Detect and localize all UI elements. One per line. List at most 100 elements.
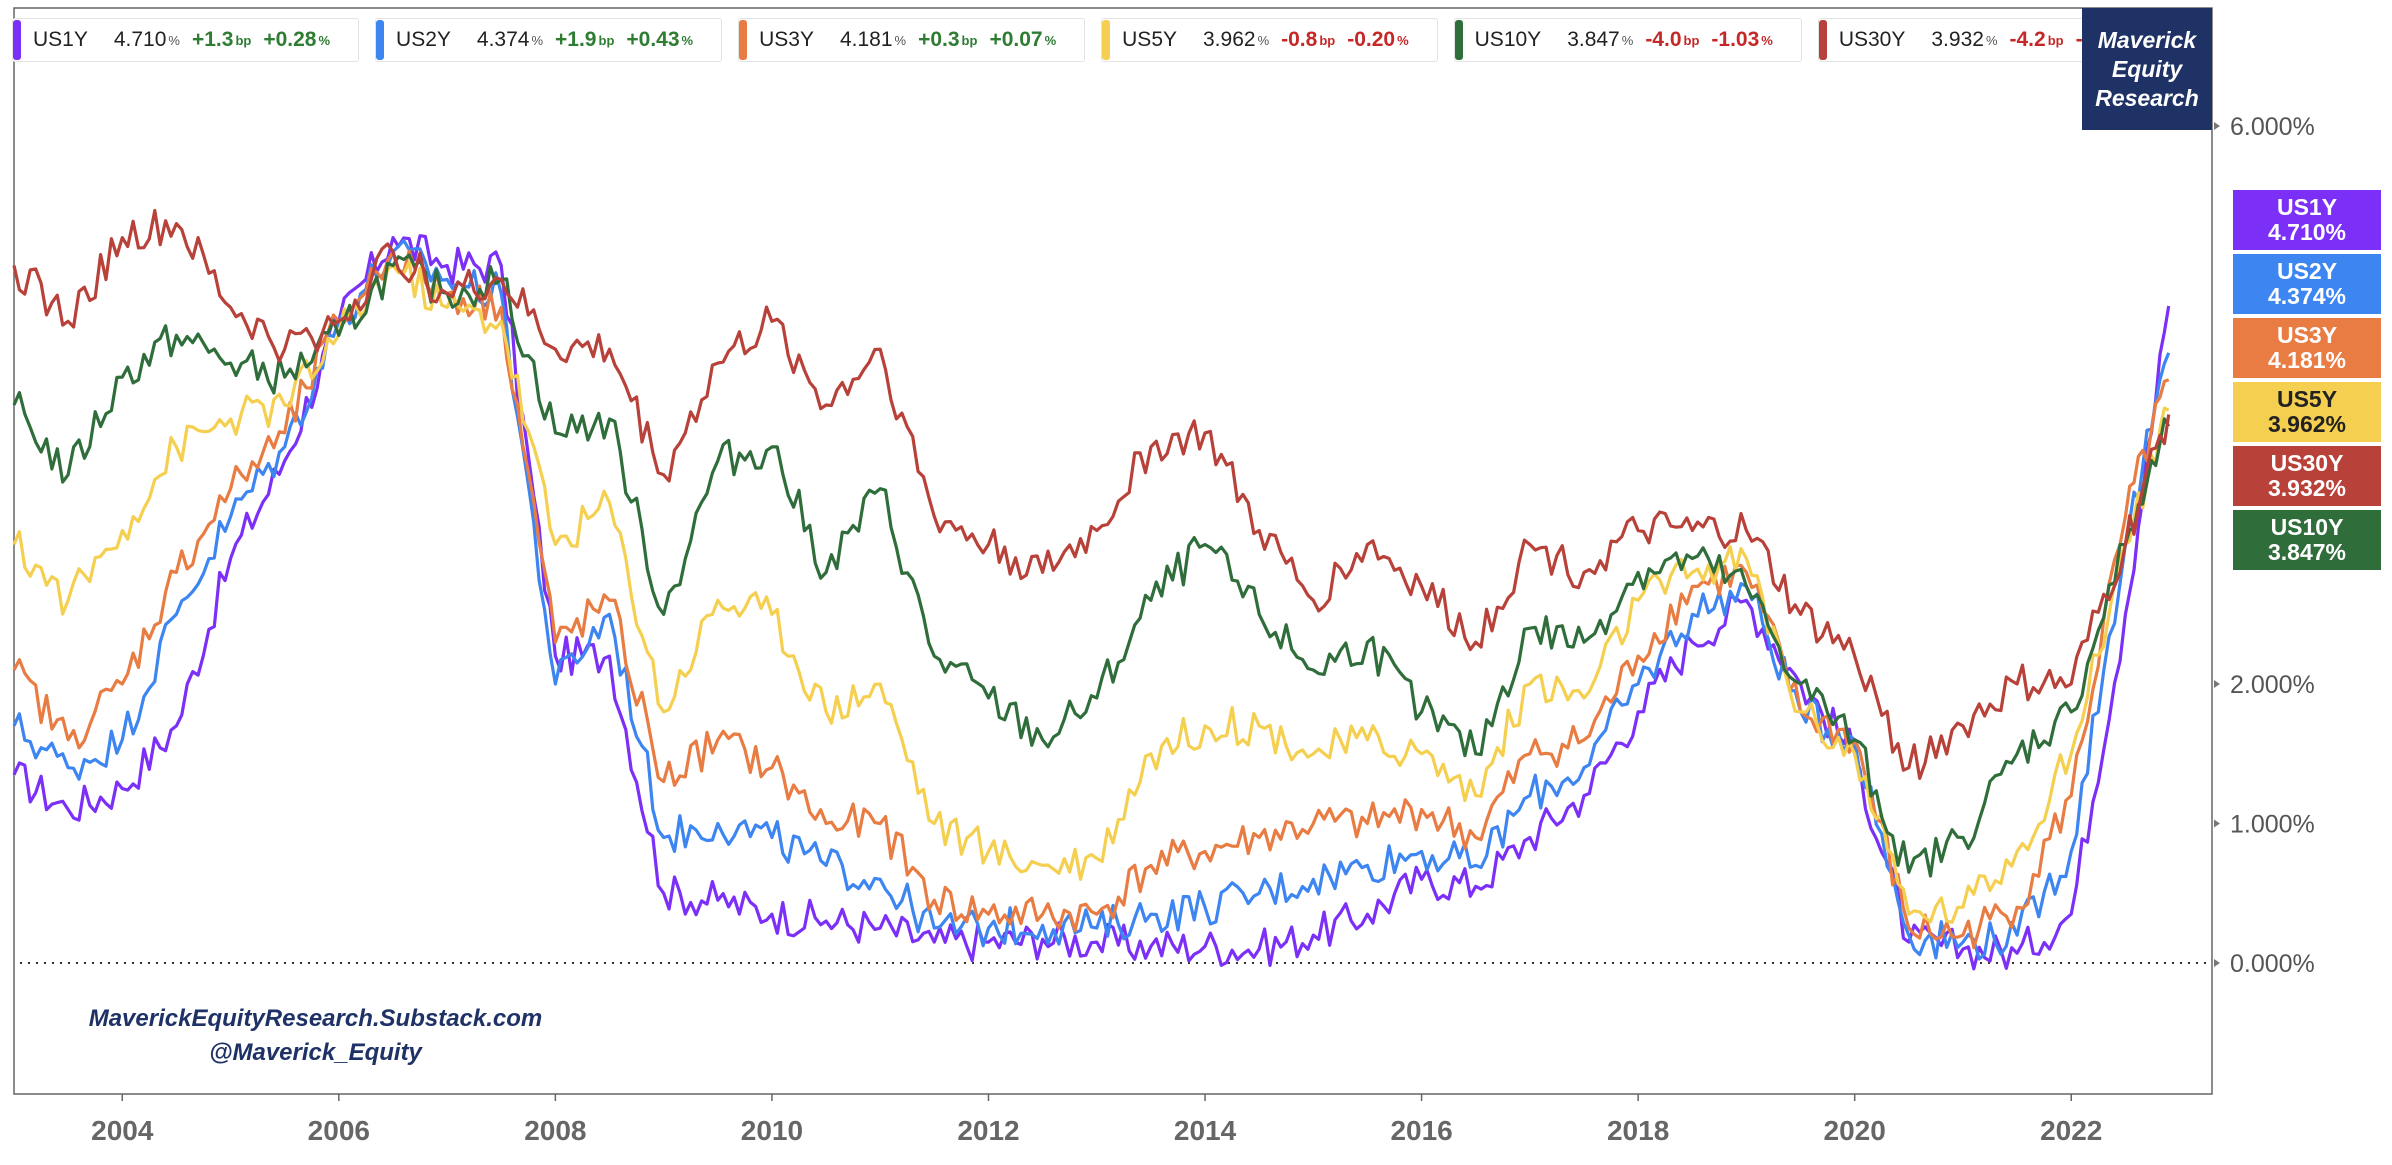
legend-pct-unit: % [1397, 32, 1409, 48]
legend-value: 4.710 [113, 28, 167, 51]
end-label-value: 4.374% [2267, 283, 2346, 309]
end-label-name: US5Y [2276, 386, 2338, 412]
legend: US1Y 4.710% +1.3 bp +0.28% US2Y 4.374% +1.9 bp +0… [12, 18, 2167, 62]
watermark-site: MaverickEquityResearch.Substack.com [88, 1005, 543, 1032]
x-tick-label: 2004 [91, 1115, 154, 1146]
legend-name: US3Y [759, 28, 814, 51]
x-tick-label: 2016 [1390, 1115, 1452, 1146]
y-axis-ticks: 0.000% 1.000% 2.000% 6.000% [2214, 113, 2315, 978]
x-axis-ticks: 2004 2006 2008 2010 2012 2014 2016 2018 2020 2022 [91, 1094, 2102, 1146]
legend-item-us5y[interactable]: US5Y 3.962% -0.8 bp -0.20% [1101, 18, 1438, 62]
series-line-us1y [12, 234, 2171, 971]
legend-value: 3.847 [1567, 28, 1620, 51]
legend-item-us1y[interactable]: US1Y 4.710% +1.3 bp +0.28% [12, 18, 360, 62]
x-tick-label: 2010 [741, 1115, 803, 1146]
x-tick-label: 2014 [1174, 1115, 1237, 1146]
legend-change-bp: -4.2 [2009, 28, 2046, 51]
legend-value: 4.181 [839, 28, 893, 51]
brand-line-3: Research [2095, 84, 2199, 111]
end-label-value: 3.962% [2267, 411, 2346, 437]
x-tick-label: 2006 [308, 1115, 370, 1146]
legend-value-unit: % [894, 32, 907, 48]
legend-item-us2y[interactable]: US2Y 4.374% +1.9 bp +0.43% [375, 18, 723, 62]
legend-change-pct: +0.28 [263, 28, 317, 51]
legend-value-unit: % [168, 32, 180, 48]
legend-pct-unit: % [1761, 32, 1773, 48]
legend-swatch [739, 20, 748, 60]
legend-swatch [376, 20, 385, 60]
legend-bp-unit: bp [1683, 32, 1700, 48]
legend-value: 3.932 [1931, 28, 1984, 51]
legend-bp-unit: bp [1319, 32, 1336, 48]
end-label-us1y: US1Y 4.710% [2233, 190, 2381, 250]
plot-frame [13, 7, 2213, 1095]
legend-name: US10Y [1474, 28, 1542, 51]
x-tick-label: 2012 [957, 1115, 1019, 1146]
legend-value: 3.962 [1203, 28, 1256, 51]
legend-swatch [1454, 20, 1463, 60]
end-label-value: 3.932% [2267, 475, 2346, 501]
legend-change-pct: +0.07 [989, 28, 1043, 51]
end-label-us5y: US5Y 3.962% [2233, 382, 2381, 442]
end-label-value: 3.847% [2267, 539, 2346, 565]
x-tick-label: 2020 [1824, 1115, 1886, 1146]
legend-change-bp: +0.3 [918, 28, 960, 51]
legend-pct-unit: % [681, 32, 694, 48]
legend-name: US5Y [1122, 28, 1177, 51]
end-label-name: US2Y [2276, 258, 2338, 284]
watermark: MaverickEquityResearch.Substack.com @Mav… [88, 1002, 543, 1070]
legend-item-us10y[interactable]: US10Y 3.847% -4.0 bp -1.03% [1453, 18, 1802, 62]
end-label-us30y: US30Y 3.932% [2233, 446, 2381, 506]
legend-bp-unit: bp [598, 32, 615, 48]
brand-line-1: Maverick [2097, 26, 2197, 53]
y-tick-label: 6.000% [2230, 113, 2315, 141]
legend-change-pct: -1.03 [1711, 28, 1760, 51]
x-tick-label: 2022 [2040, 1115, 2102, 1146]
series-line-us3y [12, 249, 2170, 950]
series-lines [12, 208, 2171, 971]
y-tick-mark [2214, 819, 2220, 828]
legend-name: US2Y [396, 28, 451, 51]
x-tick-label: 2018 [1607, 1115, 1669, 1146]
legend-change-bp: +1.9 [555, 28, 597, 51]
legend-swatch [1818, 20, 1827, 60]
end-label-name: US30Y [2270, 450, 2344, 476]
legend-change-bp: -4.0 [1645, 28, 1682, 51]
y-tick-label: 1.000% [2230, 811, 2315, 839]
end-label-value: 4.181% [2267, 347, 2346, 373]
legend-value-unit: % [1621, 32, 1634, 48]
end-label-name: US1Y [2276, 194, 2338, 220]
end-label-name: US3Y [2276, 322, 2338, 348]
series-line-us30y [12, 208, 2171, 780]
legend-swatch [13, 20, 21, 60]
legend-value-unit: % [1257, 32, 1270, 48]
y-tick-label: 2.000% [2230, 671, 2315, 699]
legend-change-bp: -0.8 [1281, 28, 1318, 51]
legend-pct-unit: % [318, 32, 331, 48]
series-line-us5y [12, 260, 2170, 924]
legend-bp-unit: bp [961, 32, 978, 48]
brand-line-2: Equity [2111, 55, 2183, 82]
legend-change-pct: +0.43 [626, 28, 680, 51]
end-label-us2y: US2Y 4.374% [2233, 254, 2381, 314]
legend-change-pct: -0.20 [1347, 28, 1396, 51]
legend-pct-unit: % [1044, 32, 1057, 48]
y-tick-mark [2214, 959, 2220, 967]
legend-value-unit: % [1985, 32, 1998, 48]
series-line-us10y [12, 253, 2171, 878]
series-line-us2y [12, 238, 2171, 961]
legend-bp-unit: bp [235, 32, 252, 48]
end-label-us10y: US10Y 3.847% [2233, 510, 2381, 570]
watermark-handle: @Maverick_Equity [209, 1039, 422, 1066]
y-tick-mark [2214, 122, 2220, 130]
legend-value: 4.374 [476, 28, 530, 51]
x-tick-label: 2008 [524, 1115, 586, 1146]
legend-value-unit: % [531, 32, 544, 48]
end-label-value: 4.710% [2267, 219, 2346, 245]
legend-item-us3y[interactable]: US3Y 4.181% +0.3 bp +0.07% [738, 18, 1086, 62]
end-label-us3y: US3Y 4.181% [2233, 318, 2381, 378]
brand-logo: Maverick Equity Research [2082, 8, 2212, 130]
legend-bp-unit: bp [2047, 32, 2064, 48]
end-label-name: US10Y [2270, 514, 2344, 540]
